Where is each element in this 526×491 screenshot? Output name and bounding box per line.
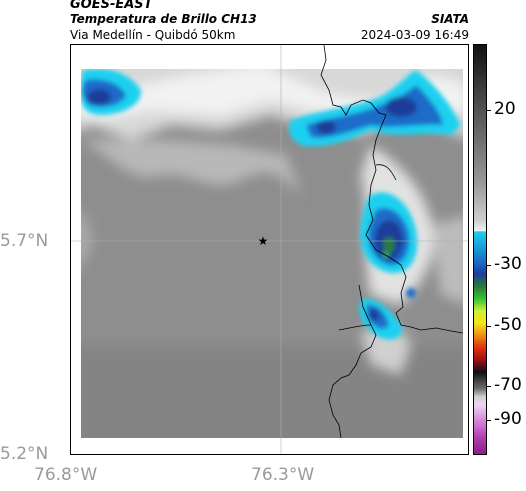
temperature-colorbar	[473, 44, 487, 455]
colorbar-label: -30	[494, 254, 522, 274]
colorbar-label: -70	[494, 375, 522, 395]
colorbar-label: -50	[494, 315, 522, 335]
lon-label-76-8: 76.8°W	[34, 465, 98, 485]
route-subtitle: Via Medellín - Quibdó 50km	[70, 28, 236, 42]
colorbar-tick	[487, 265, 491, 266]
colorbar-tick	[487, 326, 491, 327]
colorbar-tick	[487, 110, 491, 111]
product-title: Temperatura de Brillo CH13	[70, 12, 257, 26]
no-data-margin-right	[463, 45, 468, 454]
no-data-margin-bottom	[71, 438, 468, 454]
no-data-margin-left	[71, 45, 81, 454]
lat-label-5-7: 5.7°N	[0, 231, 49, 251]
colorbar-tick	[487, 420, 491, 421]
satellite-title: GOES-EAST	[70, 0, 153, 12]
no-data-margin-top	[71, 45, 468, 69]
map-canvas: ★	[71, 45, 468, 454]
admin-boundaries	[320, 45, 464, 439]
colorbar-label: 20	[494, 99, 516, 119]
star-icon: ★	[258, 234, 269, 248]
organization-label: SIATA	[431, 12, 469, 26]
colorbar-label: -90	[494, 409, 522, 429]
lon-label-76-3: 76.3°W	[251, 465, 315, 485]
colorbar-tick	[487, 386, 491, 387]
timestamp-label: 2024-03-09 16:49	[360, 28, 469, 42]
lat-label-5-2: 5.2°N	[0, 444, 49, 464]
satellite-map[interactable]: ★	[70, 44, 469, 455]
